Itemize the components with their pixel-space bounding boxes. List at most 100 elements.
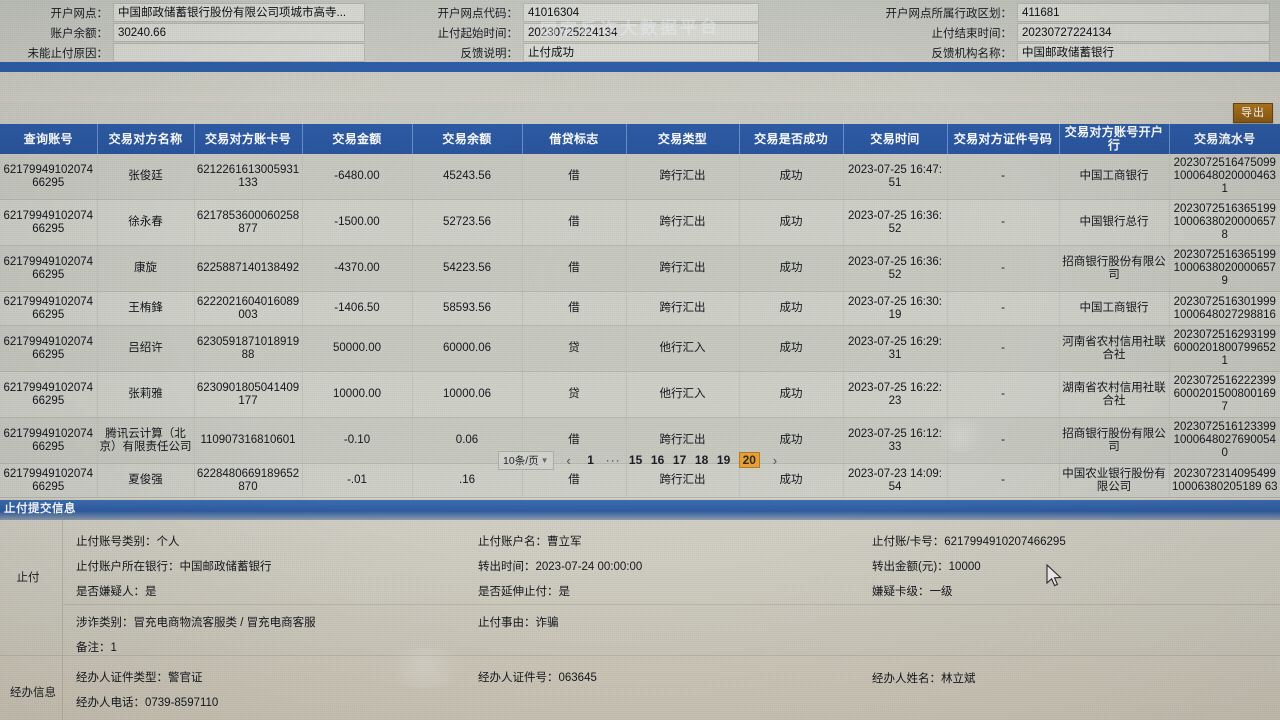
stop-payment-section-body — [0, 520, 1280, 655]
field-label: 开户网点所属行政区划： — [885, 7, 1013, 20]
stop-payment-section-title: 止付提交信息 — [0, 500, 1280, 520]
col-counterparty-card[interactable]: 交易对方账卡号 — [194, 124, 303, 154]
page-button-15[interactable]: 15 — [628, 453, 643, 467]
col-transaction-time[interactable]: 交易时间 — [843, 124, 948, 154]
col-amount[interactable]: 交易金额 — [302, 124, 413, 154]
field-value: 41016304 — [523, 3, 759, 22]
handler-divider-vertical — [62, 655, 63, 720]
export-button[interactable]: 导出 — [1233, 103, 1273, 123]
transactions-table: 查询账号 交易对方名称 交易对方账卡号 交易金额 交易余额 借贷标志 交易类型 … — [0, 124, 1280, 498]
cell-amount: 50000.00 — [302, 325, 413, 372]
cell-success: 成功 — [739, 371, 844, 418]
field-value: 止付成功 — [523, 43, 759, 62]
cell-counterparty-id-no: - — [947, 325, 1060, 372]
cell-counterparty-card: 6222021604016089003 — [194, 291, 303, 326]
sp-is-suspect: 是否嫌疑人：是 — [76, 586, 157, 598]
page-button-17[interactable]: 17 — [672, 453, 687, 467]
cell-debit-credit-flag: 借 — [522, 245, 627, 292]
col-counterparty-bank[interactable]: 交易对方账号开户行 — [1059, 124, 1170, 154]
col-success[interactable]: 交易是否成功 — [739, 124, 844, 154]
sp-transfer-amount: 转出金额(元)：10000 — [872, 561, 981, 573]
field-label: 止付起始时间： — [437, 27, 519, 40]
cell-transaction-type: 跨行汇出 — [626, 291, 740, 326]
sp-stop-reason: 止付事由：诈骗 — [478, 617, 559, 629]
cell-query-account: 6217994910207466295 — [0, 417, 98, 464]
cell-balance: 45243.56 — [412, 154, 523, 200]
field-stop-end-time: 止付结束时间： 20230727224134 — [860, 22, 1270, 43]
table-row[interactable]: 6217994910207466295 徐永春 6217853600060258… — [0, 199, 1280, 246]
stop-payment-side-label: 止付 — [16, 572, 40, 584]
cell-query-account: 6217994910207466295 — [0, 325, 98, 372]
page-button-19[interactable]: 19 — [716, 453, 731, 467]
sp-account-bank: 止付账户所在银行：中国邮政储蓄银行 — [76, 561, 272, 573]
cell-counterparty-card: 6225887140138492 — [194, 245, 303, 292]
cell-transaction-type: 跨行汇出 — [626, 245, 740, 292]
field-label: 止付结束时间： — [931, 27, 1013, 40]
cell-counterparty-bank: 中国农业银行股份有限公司 — [1059, 463, 1170, 498]
cell-success: 成功 — [739, 325, 844, 372]
col-counterparty-id-no[interactable]: 交易对方证件号码 — [947, 124, 1060, 154]
page-button-16[interactable]: 16 — [650, 453, 665, 467]
field-label: 开户网点代码： — [437, 7, 519, 20]
cell-counterparty-name: 夏俊强 — [97, 463, 195, 498]
field-label: 反馈机构名称： — [931, 47, 1013, 60]
cell-counterparty-id-no: - — [947, 417, 1060, 464]
cell-counterparty-bank: 中国银行总行 — [1059, 199, 1170, 246]
sp-card-number: 止付账/卡号：6217994910207466295 — [872, 536, 1066, 548]
field-feedback-org: 反馈机构名称： 中国邮政储蓄银行 — [860, 42, 1270, 63]
field-value: 20230725224134 — [523, 23, 759, 42]
page-button-20-active[interactable]: 20 — [738, 452, 760, 468]
cell-serial-number: 202307251612339910006480276900540 — [1169, 417, 1280, 464]
cell-amount: -4370.00 — [302, 245, 413, 292]
cell-success: 成功 — [739, 199, 844, 246]
cell-counterparty-id-no: - — [947, 245, 1060, 292]
table-row[interactable]: 6217994910207466295 张莉雅 6230901805041409… — [0, 371, 1280, 418]
table-row[interactable]: 6217994910207466295 张俊廷 6212261613005931… — [0, 154, 1280, 200]
cell-counterparty-card: 6212261613005931133 — [194, 154, 303, 200]
table-row[interactable]: 6217994910207466295 夏俊强 6228480669189652… — [0, 463, 1280, 498]
table-row[interactable]: 6217994910207466295 吕绍许 6230591871018919… — [0, 325, 1280, 372]
cell-serial-number: 202307251629319960002018007996521 — [1169, 325, 1280, 372]
page-ellipsis: ··· — [605, 453, 621, 467]
page-button-1[interactable]: 1 — [587, 453, 594, 467]
chevron-down-icon: ▼ — [540, 455, 549, 465]
cell-serial-number: 202307251636519910006380200006579 — [1169, 245, 1280, 292]
cell-balance: 58593.56 — [412, 291, 523, 326]
handler-side-label: 经办信息 — [10, 687, 56, 699]
field-value: 30240.66 — [113, 23, 365, 42]
cell-serial-number: 202307251622239960002015008001697 — [1169, 371, 1280, 418]
cell-counterparty-name: 腾讯云计算（北京）有限责任公司 — [97, 417, 195, 464]
col-debit-credit-flag[interactable]: 借贷标志 — [522, 124, 627, 154]
cell-query-account: 6217994910207466295 — [0, 463, 98, 498]
field-account-balance: 账户余额： 30240.66 — [8, 22, 365, 43]
col-query-account[interactable]: 查询账号 — [0, 124, 98, 154]
cell-success: 成功 — [739, 154, 844, 200]
cell-transaction-type: 跨行汇出 — [626, 463, 740, 498]
cell-counterparty-id-no: - — [947, 154, 1060, 200]
sp-extend-stop: 是否延伸止付：是 — [478, 586, 570, 598]
col-counterparty-name[interactable]: 交易对方名称 — [97, 124, 195, 154]
page-size-select[interactable]: 10条/页 ▼ — [498, 450, 554, 470]
cell-query-account: 6217994910207466295 — [0, 245, 98, 292]
cell-serial-number: 202307251647509910006480200004631 — [1169, 154, 1280, 200]
page-button-18[interactable]: 18 — [694, 453, 709, 467]
pagination: 10条/页 ▼ ‹ 1 ··· 15 16 17 18 19 20 › — [0, 443, 1280, 477]
cell-debit-credit-flag: 贷 — [522, 371, 627, 418]
col-balance[interactable]: 交易余额 — [412, 124, 523, 154]
sp-fraud-category: 涉诈类别：冒充电商物流客服类 / 冒充电商客服 — [76, 617, 316, 629]
section-bottom-divider — [0, 655, 1280, 656]
prev-page-button[interactable]: ‹ — [566, 452, 571, 468]
handler-id-type: 经办人证件类型：警官证 — [76, 672, 203, 684]
table-header: 查询账号 交易对方名称 交易对方账卡号 交易金额 交易余额 借贷标志 交易类型 … — [0, 124, 1280, 154]
next-page-button[interactable]: › — [772, 452, 778, 468]
cell-counterparty-name: 徐永春 — [97, 199, 195, 246]
cell-serial-number: 202307231409549910006380205189 63 — [1169, 463, 1280, 498]
sp-transfer-time: 转出时间：2023-07-24 00:00:00 — [478, 561, 643, 573]
table-row[interactable]: 6217994910207466295 康旋 6225887140138492 … — [0, 245, 1280, 292]
cell-counterparty-name: 王栯鋒 — [97, 291, 195, 326]
col-serial-number[interactable]: 交易流水号 — [1169, 124, 1280, 154]
field-value — [113, 43, 365, 62]
col-transaction-type[interactable]: 交易类型 — [626, 124, 740, 154]
sp-account-name: 止付账户名：曹立军 — [478, 536, 582, 548]
table-row[interactable]: 6217994910207466295 王栯鋒 6222021604016089… — [0, 291, 1280, 326]
